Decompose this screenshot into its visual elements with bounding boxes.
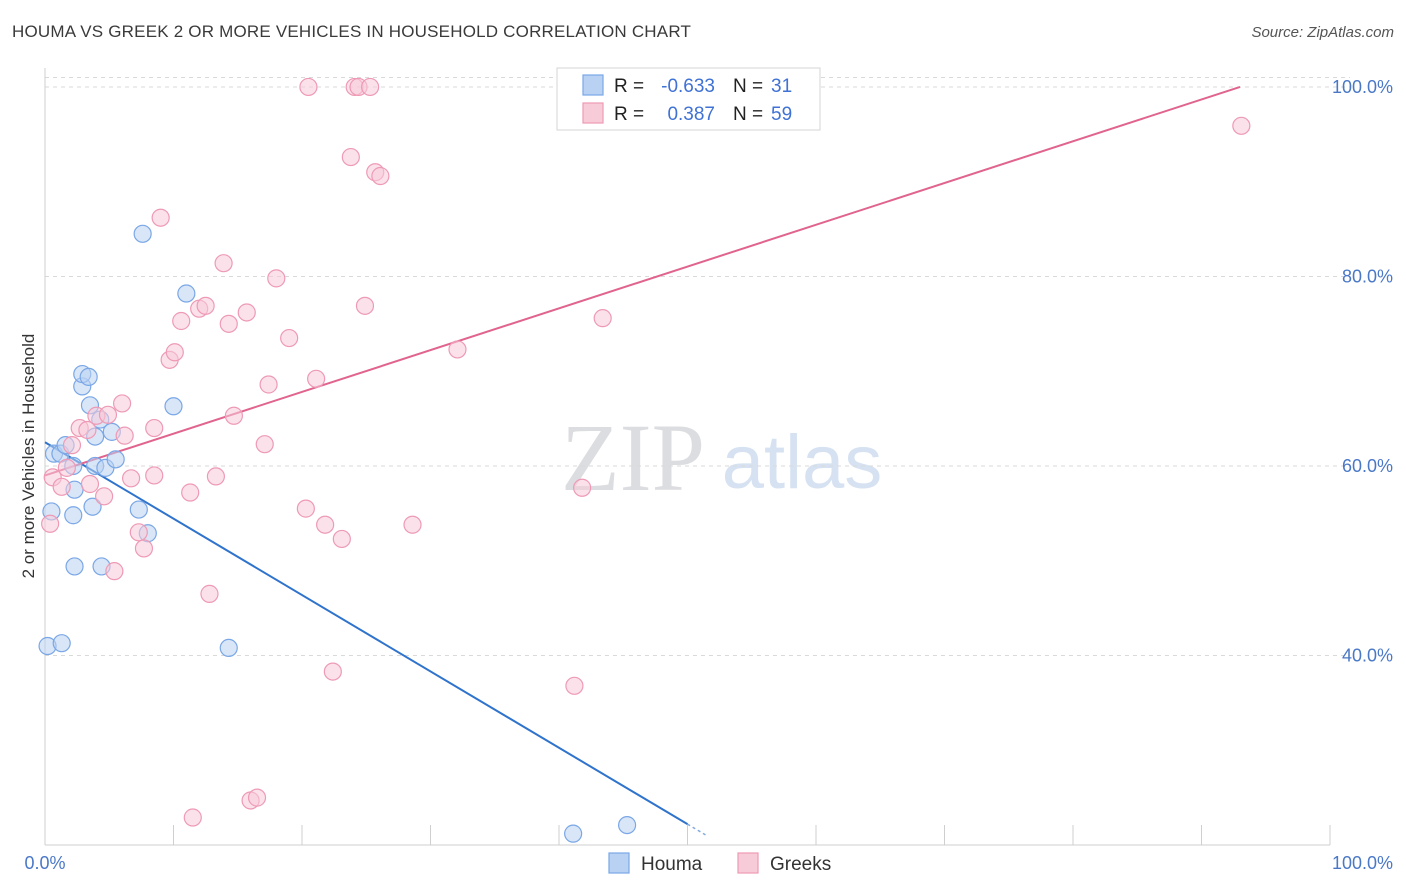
greeks-point-37 — [267, 269, 286, 288]
greeks-point-2 — [52, 477, 71, 496]
greeks-point-56 — [593, 309, 612, 328]
greeks-point-22 — [172, 311, 191, 331]
legend-r-label-greeks: R = — [614, 104, 644, 125]
greeks-point-36 — [259, 375, 278, 394]
greeks-point-42 — [316, 515, 335, 534]
houma-point-10 — [83, 497, 102, 516]
greeks-point-6 — [78, 420, 97, 440]
houma-point-1 — [52, 634, 71, 653]
greeks-point-48 — [355, 296, 375, 315]
houma-point-3 — [64, 506, 83, 525]
bottom-legend-label-houma: Houma — [641, 854, 703, 875]
houma-point-26 — [133, 224, 152, 243]
greeks-point-29 — [214, 254, 233, 273]
greeks-point-43 — [323, 662, 342, 681]
greeks-point-9 — [95, 487, 114, 506]
tick-labels: 40.0% 60.0% 80.0% 100.0% 0.0% 100.0% — [24, 77, 1393, 873]
legend-r-value-greeks: 0.387 — [667, 104, 715, 125]
bottom-legend-label-greeks: Greeks — [770, 854, 831, 875]
greeks-point-49 — [361, 77, 380, 97]
chart-title: HOUMA VS GREEK 2 OR MORE VEHICLES IN HOU… — [12, 22, 692, 41]
trend-lines — [44, 86, 1241, 836]
greeks-point-32 — [237, 303, 256, 322]
greeks-point-12 — [112, 394, 132, 413]
greeks-point-58 — [1232, 116, 1251, 135]
greeks-point-52 — [403, 515, 422, 534]
greeks-point-55 — [573, 478, 592, 497]
houma-point-25 — [177, 284, 196, 303]
houma-point-28 — [564, 824, 583, 843]
greeks-point-28 — [206, 467, 226, 486]
legend-n-value-houma: 31 — [771, 76, 792, 97]
greeks-point-30 — [219, 314, 238, 333]
greeks-point-0 — [41, 514, 60, 533]
legend-n-value-greeks: 59 — [771, 104, 792, 125]
houma-point-29 — [618, 816, 637, 835]
greeks-point-41 — [307, 369, 326, 388]
greeks-point-16 — [134, 539, 154, 558]
legend-n-label-greeks: N = — [733, 104, 763, 125]
houma-point-21 — [79, 367, 98, 387]
greeks-trend-line — [44, 86, 1241, 477]
x-tick-label-1: 100.0% — [1332, 853, 1393, 873]
greeks-point-34 — [247, 788, 267, 807]
greeks-point-40 — [296, 499, 315, 518]
gridlines — [45, 76, 1350, 656]
greeks-point-31 — [224, 406, 243, 425]
greeks-point-45 — [341, 147, 360, 167]
axes — [44, 68, 1331, 846]
chart-source: Source: ZipAtlas.com — [1251, 24, 1394, 41]
legend-r-value-houma: -0.633 — [661, 76, 715, 97]
legend: R = -0.633 N = 31 R = 0.387 N = 59 — [556, 67, 821, 131]
greeks-point-4 — [62, 436, 82, 455]
greeks-point-44 — [332, 529, 351, 549]
greeks-point-27 — [200, 584, 219, 603]
x-tick-label-0: 0.0% — [24, 853, 65, 873]
y-axis-label: 2 or more Vehicles in Household — [19, 334, 38, 579]
y-tick-label-1: 60.0% — [1342, 456, 1393, 476]
greeks-point-35 — [255, 435, 274, 454]
watermark: ZIP atlas — [561, 404, 882, 511]
greeks-point-11 — [105, 562, 124, 581]
y-tick-label-2: 80.0% — [1342, 266, 1393, 286]
greeks-point-10 — [98, 405, 118, 424]
houma-point-24 — [164, 397, 183, 416]
houma-trend-extension — [687, 823, 706, 836]
greeks-point-24 — [183, 808, 202, 827]
houma-point-9 — [65, 557, 84, 576]
greeks-point-13 — [115, 426, 134, 445]
greeks-point-7 — [80, 474, 100, 494]
houma-point-22 — [129, 500, 148, 519]
bottom-legend-swatch-houma — [608, 852, 630, 874]
greeks-point-26 — [196, 296, 215, 315]
greeks-point-23 — [181, 483, 200, 502]
legend-r-label-houma: R = — [614, 76, 644, 97]
legend-swatch-greeks — [582, 102, 604, 124]
watermark-atlas: atlas — [722, 420, 883, 505]
data-points — [38, 72, 1251, 843]
legend-n-label-houma: N = — [733, 76, 763, 97]
greeks-point-38 — [280, 328, 299, 348]
greeks-point-18 — [145, 466, 164, 485]
houma-trend-line — [44, 441, 689, 826]
greeks-point-39 — [299, 77, 318, 97]
greeks-point-3 — [57, 458, 76, 477]
y-tick-label-0: 40.0% — [1342, 645, 1393, 665]
y-tick-label-3: 100.0% — [1332, 77, 1393, 97]
houma-point-17 — [106, 450, 125, 469]
houma-point-27 — [219, 638, 238, 658]
greeks-point-51 — [371, 166, 390, 186]
greeks-point-15 — [129, 523, 148, 542]
bottom-legend-swatch-greeks — [737, 852, 759, 874]
legend-swatch-houma — [582, 74, 604, 96]
greeks-point-53 — [448, 340, 467, 359]
bottom-legend: Houma Greeks — [608, 852, 831, 875]
greeks-point-54 — [565, 676, 584, 695]
greeks-point-14 — [121, 469, 141, 488]
greeks-point-21 — [165, 343, 184, 362]
greeks-point-19 — [151, 208, 170, 227]
greeks-point-17 — [145, 418, 164, 438]
